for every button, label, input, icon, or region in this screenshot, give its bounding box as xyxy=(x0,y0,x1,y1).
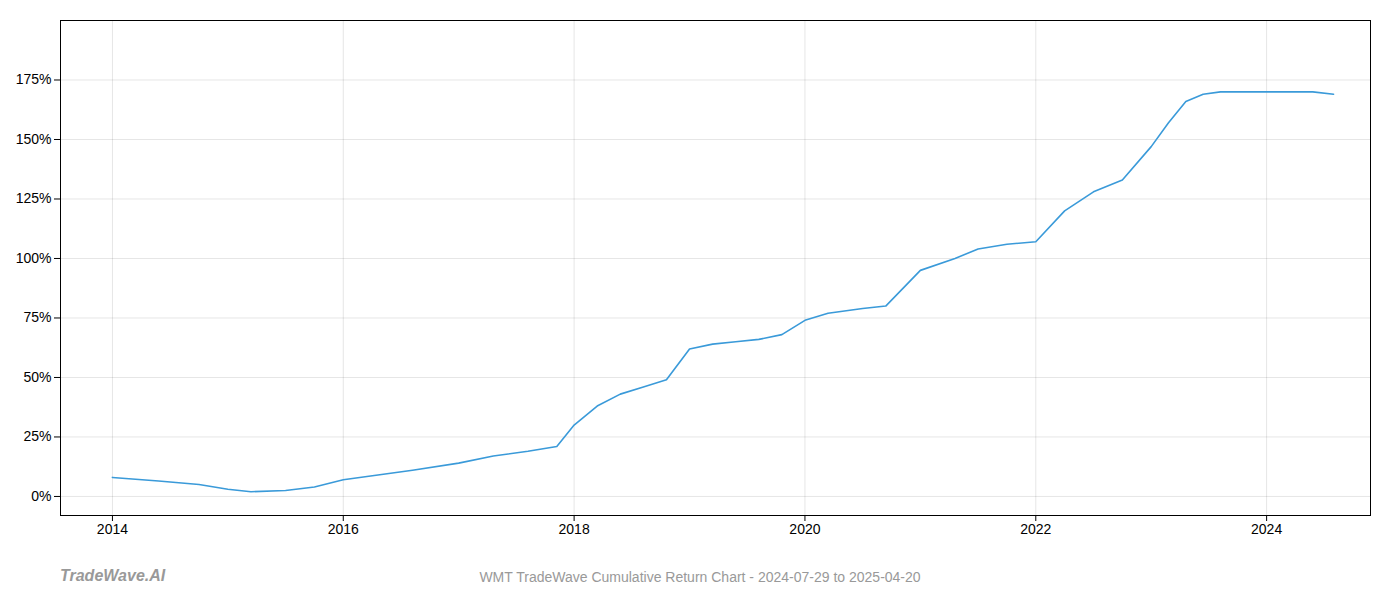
html-text:TradeWave.AI: TradeWave.AI xyxy=(60,567,166,584)
svg-text:25%: 25% xyxy=(23,428,51,444)
svg-text:0%: 0% xyxy=(31,488,51,504)
svg-text:2016: 2016 xyxy=(328,521,359,537)
svg-text:2024: 2024 xyxy=(1251,521,1282,537)
svg-text:2022: 2022 xyxy=(1020,521,1051,537)
svg-text:2020: 2020 xyxy=(789,521,820,537)
svg-text:100%: 100% xyxy=(16,250,52,266)
svg-text:175%: 175% xyxy=(16,71,52,87)
svg-text:75%: 75% xyxy=(23,309,51,325)
html-text:WMT TradeWave Cumulative Retur: WMT TradeWave Cumulative Return Chart - … xyxy=(479,569,921,585)
svg-text:150%: 150% xyxy=(16,131,52,147)
svg-text:50%: 50% xyxy=(23,369,51,385)
svg-text:2018: 2018 xyxy=(559,521,590,537)
svg-text:125%: 125% xyxy=(16,190,52,206)
svg-text:2014: 2014 xyxy=(97,521,128,537)
